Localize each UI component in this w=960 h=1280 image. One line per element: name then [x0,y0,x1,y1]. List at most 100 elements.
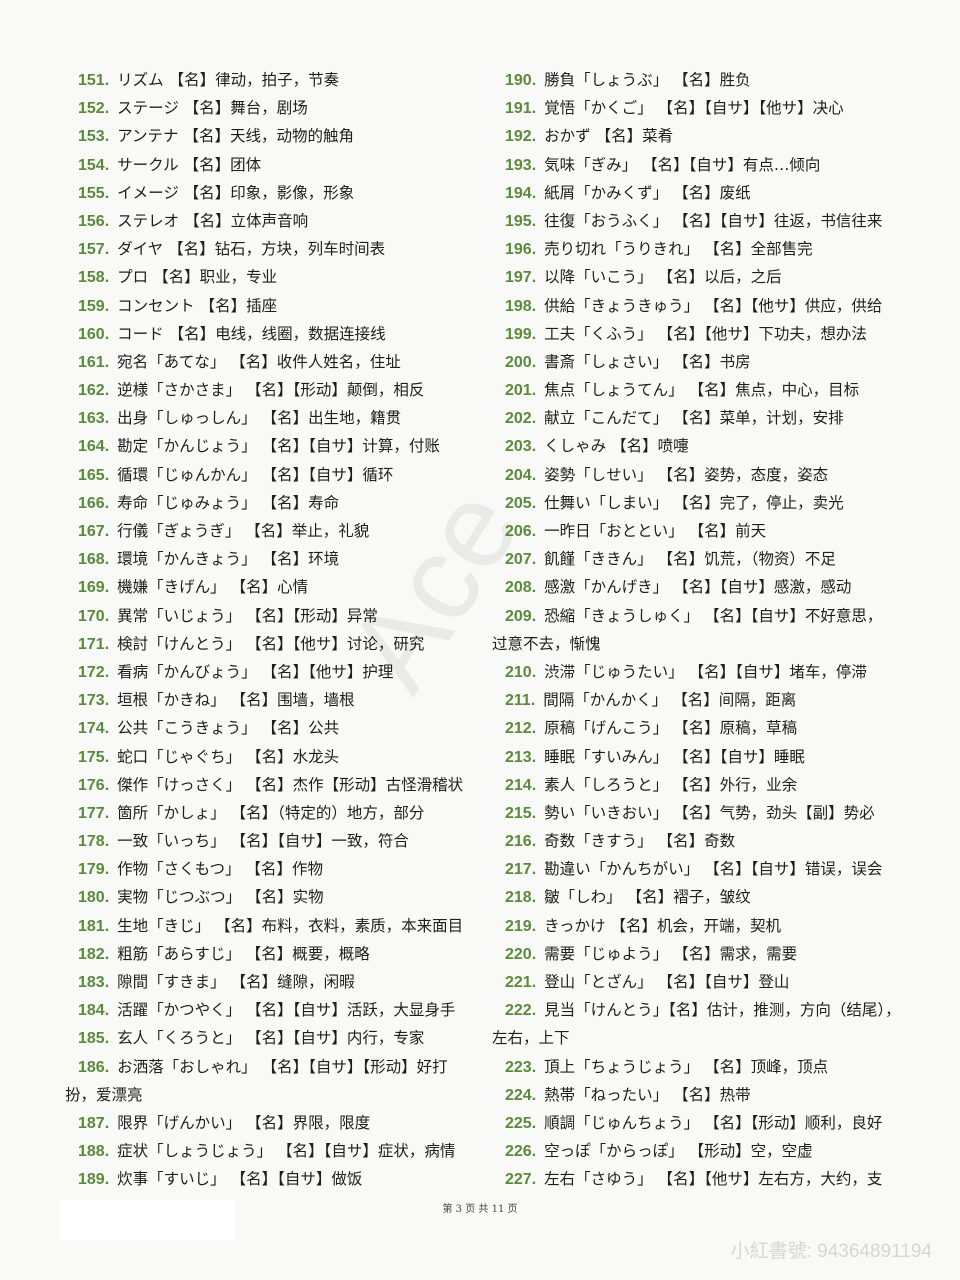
vocab-entry: 218. 皺「しわ」 【名】褶子，皱纹 [492,883,912,911]
vocab-entry: 173. 垣根「かきね」 【名】围墙，墙根 [65,686,475,714]
entry-number: 220. [505,945,537,963]
vocab-entry: 204. 姿勢「しせい」 【名】姿势，态度，姿态 [492,461,912,489]
vocab-entry: 164. 勘定「かんじょう」 【名】【自サ】计算，付账 [65,432,475,460]
entry-text: リズム 【名】律动，拍子，节奏 [117,71,340,89]
entry-number: 190. [505,72,537,89]
vocab-entry: 159. コンセント 【名】插座 [65,292,475,320]
vocab-entry: 219. きっかけ 【名】机会，开端，契机 [492,912,912,940]
vocab-entry: 183. 隙間「すきま」 【名】缝隙，闲暇 [65,968,475,996]
entry-number: 193. [505,156,537,174]
vocab-entry: 210. 渋滞「じゅうたい」 【名】【自サ】堵车，停滞 [492,658,912,686]
entry-continuation: 过意不去，惭愧 [492,634,601,653]
entry-text: 焦点「しょうてん」 【名】焦点，中心，目标 [544,381,860,400]
vocab-entry: 192. おかず 【名】菜肴 [492,122,912,150]
entry-number: 151. [78,72,110,89]
vocab-entry: 175. 蛇口「じゃぐち」 【名】水龙头 [65,743,475,771]
entry-number: 219. [505,917,537,935]
entry-number: 184. [78,1002,110,1020]
entry-number: 166. [78,494,110,512]
entry-text: 需要「じゅよう」 【名】需求，需要 [544,944,798,963]
vocab-entry: 185. 玄人「くろうと」 【名】【自サ】内行，专家 [65,1024,475,1052]
vocab-entry: 162. 逆様「さかさま」 【名】【形动】颠倒，相反 [65,376,475,404]
vocab-entry: 166. 寿命「じゅみょう」 【名】寿命 [65,489,475,517]
entry-number: 174. [78,720,110,738]
entry-number: 214. [505,776,537,794]
entry-text: ステージ 【名】舞台，剧场 [117,99,308,118]
entry-text: 勘違い「かんちがい」 【名】【自サ】错误，误会 [544,860,883,879]
entry-number: 207. [505,551,537,569]
entry-text: 勝負「しょうぶ」 【名】胜负 [544,71,751,89]
vocab-entry: 198. 供給「きょうきゅう」 【名】【他サ】供应，供给 [492,292,912,320]
vocab-entry: 220. 需要「じゅよう」 【名】需求，需要 [492,940,912,968]
watermark-text: 小紅書號: 94364891194 [730,1241,932,1262]
entry-text: 炊事「すいじ」 【名】【自サ】做饭 [117,1170,363,1189]
vocab-entry: 194. 紙屑「かみくず」 【名】废纸 [492,179,912,207]
vocab-entry: 156. ステレオ 【名】立体声音响 [65,207,475,235]
entry-number: 212. [505,720,537,738]
vocab-entry: 184. 活躍「かつやく」 【名】【自サ】活跃，大显身手 [65,996,475,1024]
vocab-entry: 172. 看病「かんびょう」 【名】【他サ】护理 [65,658,475,686]
entry-text: 覚悟「かくご」 【名】【自サ】【他サ】决心 [544,99,844,118]
entry-continuation: 左右，上下 [492,1029,570,1048]
vocab-entry: 206. 一昨日「おととい」 【名】前天 [492,517,912,545]
vocab-entry: 155. イメージ 【名】印象，影像，形象 [65,179,475,207]
entry-text: ステレオ 【名】立体声音响 [117,211,309,230]
vocab-entry: 182. 粗筋「あらすじ」 【名】概要，概略 [65,940,475,968]
vocab-entry: 170. 異常「いじょう」 【名】【形动】异常 [65,602,475,630]
vocab-entry: 201. 焦点「しょうてん」 【名】焦点，中心，目标 [492,376,912,404]
vocab-entry: 179. 作物「さくもつ」 【名】作物 [65,855,475,883]
entry-number: 204. [505,466,537,484]
entry-number: 205. [505,494,537,512]
vocab-entry: 208. 感激「かんげき」 【名】【自サ】感激，感动 [492,573,912,601]
entry-text: 皺「しわ」 【名】褶子，皱纹 [544,888,751,907]
entry-text: サークル 【名】团体 [117,155,262,174]
entry-number: 177. [78,804,110,822]
vocab-entry: 225. 順調「じゅんちょう」 【名】【形动】顺利，良好 [492,1109,912,1137]
entry-text: 実物「じつぶつ」 【名】实物 [117,888,324,907]
entry-number: 160. [78,325,110,343]
entry-text: 一致「いっち」 【名】【自サ】一致，符合 [117,832,409,851]
entry-text: お洒落「おしゃれ」 【名】【自サ】【形动】好打 [117,1057,448,1076]
vocab-entry: 168. 環境「かんきょう」 【名】环境 [65,545,475,573]
entry-text: きっかけ 【名】机会，开端，契机 [544,916,781,935]
vocab-entry: 177. 箇所「かしょ」 【名】（特定的）地方，部分 [65,799,475,827]
vocab-entry: 215. 勢い「いきおい」 【名】气势，劲头【副】势必 [492,799,912,827]
vocab-entry: 169. 機嫌「きげん」 【名】心情 [65,573,475,601]
entry-text: 垣根「かきね」 【名】围墙，墙根 [117,691,355,710]
entry-number: 178. [78,833,110,851]
entry-number: 223. [505,1058,537,1076]
vocab-entry: 181. 生地「きじ」 【名】布料，衣料，素质，本来面目 [65,912,475,940]
entry-text: 書斎「しょさい」 【名】书房 [544,352,751,371]
vocab-entry: 214. 素人「しろうと」 【名】外行，业余 [492,771,912,799]
entry-text: 異常「いじょう」 【名】【形动】异常 [117,606,378,625]
entry-number: 182. [78,945,110,963]
entry-text: 原稿「げんこう」 【名】原稿，草稿 [544,719,798,738]
entry-text: 献立「こんだて」 【名】菜单，计划，安排 [544,409,844,428]
entry-text: 生地「きじ」 【名】布料，衣料，素质，本来面目 [117,916,464,935]
entry-number: 152. [78,100,110,118]
vocab-entry: 158. プロ 【名】职业，专业 [65,263,475,291]
entry-text: 機嫌「きげん」 【名】心情 [117,578,309,597]
entry-text: 箇所「かしょ」 【名】（特定的）地方，部分 [117,803,425,822]
entry-number: 222. [505,1002,537,1020]
entry-number: 195. [505,212,537,230]
vocab-entry: 216. 奇数「きすう」 【名】奇数 [492,827,912,855]
entry-number: 226. [505,1143,537,1161]
entry-text: アンテナ 【名】天线，动物的触角 [117,127,354,146]
entry-text: くしゃみ 【名】喷嚏 [544,437,689,456]
vocab-entry: 188. 症状「しょうじょう」 【名】【自サ】症状，病情 [65,1137,475,1165]
entry-number: 197. [505,269,537,287]
vocab-entry: 165. 循環「じゅんかん」 【名】【自サ】循环 [65,461,475,489]
entry-number: 157. [78,241,110,259]
entry-number: 192. [505,128,537,146]
entry-number: 210. [505,663,537,681]
entry-text: 行儀「ぎょうぎ」 【名】举止，礼貌 [117,522,370,540]
entry-number: 218. [505,889,537,907]
entry-text: 頂上「ちょうじょう」 【名】顶峰，顶点 [544,1057,829,1076]
entry-text: 症状「しょうじょう」 【名】【自サ】症状，病情 [117,1142,456,1161]
entry-text: コンセント 【名】插座 [117,296,278,315]
entry-number: 227. [505,1171,537,1189]
entry-text: イメージ 【名】印象，影像，形象 [117,183,355,202]
entry-text: 間隔「かんかく」 【名】间隔，距离 [543,691,797,710]
entry-number: 206. [505,523,537,540]
